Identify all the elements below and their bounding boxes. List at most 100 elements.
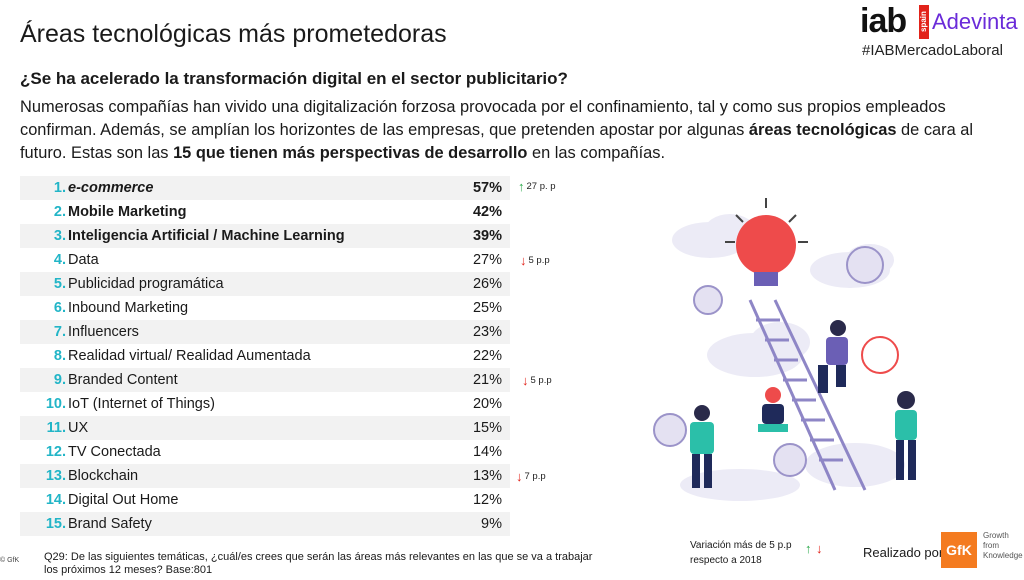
change-indicator: ↓ 5 p.p (520, 253, 550, 268)
rank-number: 7. (53, 324, 66, 340)
table-row: 5. Publicidad programática 26% (20, 272, 510, 296)
iab-logo: iab (860, 2, 907, 40)
change-text: 5 p.p (530, 375, 552, 386)
rank-number: 11. (46, 420, 66, 436)
area-label: Publicidad programática (68, 276, 224, 292)
change-indicator: ↓ 7 p.p (516, 469, 546, 484)
area-label: Influencers (68, 324, 139, 340)
table-row: 10. IoT (Internet of Things) 20% (20, 392, 510, 416)
area-label: Blockchain (68, 468, 139, 484)
table-row: 7. Influencers 23% (20, 320, 510, 344)
table-row: 6. Inbound Marketing 25% (20, 296, 510, 320)
arrow-down-icon: ↓ (516, 469, 523, 484)
realizado-label: Realizado por (863, 545, 944, 560)
percent-value: 27% (472, 252, 502, 268)
intro-text-1: Numerosas compañías han vivido una digit… (20, 98, 946, 139)
percent-value: 20% (472, 396, 502, 412)
percent-value: 15% (472, 420, 502, 436)
rank-number: 8. (53, 348, 66, 364)
arrow-down-icon: ↓ (815, 541, 823, 556)
percent-value: 13% (472, 468, 502, 484)
table-row: 4. Data 27% ↓ 5 p.p (20, 248, 550, 272)
table-row: 11. UX 15% (20, 416, 510, 440)
rank-number: 13. (45, 468, 66, 484)
intro-text-2: de cara al futuro. Estas son las (20, 121, 974, 162)
change-text: 7 p.p (524, 471, 546, 482)
percent-value: 25% (472, 300, 502, 316)
area-label: Branded Content (68, 372, 178, 388)
intro-bold-2: 15 que tienen más perspectivas de desarr… (173, 144, 528, 162)
arrow-up-icon: ↑ (518, 179, 525, 194)
gfk-tagline: Growth from Knowledge (983, 531, 1023, 561)
lightbulb-icon (725, 198, 808, 286)
table-row: 12. TV Conectada 14% (20, 440, 510, 464)
person-climbing-icon (818, 320, 848, 393)
small-bulb-icon (653, 246, 899, 477)
rank-number: 5. (53, 276, 66, 292)
area-label: Realidad virtual/ Realidad Aumentada (68, 348, 311, 364)
intro-text-3: en las compañías. (527, 144, 666, 162)
ranking-table: 1. e-commerce 57% ↑ 27 p. p 2. Mobile Marketin… (20, 176, 556, 536)
rank-number: 14. (45, 492, 66, 508)
arrow-down-icon: ↓ (522, 373, 529, 388)
page-title: Áreas tecnológicas más prometedoras (20, 20, 447, 48)
question-heading: ¿Se ha acelerado la transformación digit… (20, 69, 568, 88)
person-sitting-icon (758, 387, 788, 432)
percent-value: 9% (481, 516, 502, 532)
table-row: 13. Blockchain 13% ↓ 7 p.p (20, 464, 546, 488)
table-row: 1. e-commerce 57% ↑ 27 p. p (20, 176, 556, 200)
percent-value: 23% (472, 324, 502, 340)
intro-paragraph: Numerosas compañías han vivido una digit… (20, 96, 1010, 165)
table-row: 9. Branded Content 21% ↓ 5 p.p (20, 368, 552, 392)
rank-number: 15. (45, 516, 66, 532)
area-label: e-commerce (68, 180, 154, 196)
area-label: Inbound Marketing (68, 300, 189, 316)
legend-arrows: ↑ ↓ (805, 540, 822, 558)
area-label: IoT (Internet of Things) (68, 396, 215, 412)
change-text: 5 p.p (528, 255, 550, 266)
arrow-up-icon: ↑ (805, 541, 812, 556)
legend-line-2: respecto a 2018 (690, 555, 762, 566)
change-indicator: ↑ 27 p. p (518, 179, 556, 194)
rank-number: 1. (53, 180, 66, 196)
arrow-down-icon: ↓ (520, 253, 527, 268)
gfk-logo: GfK (941, 532, 977, 568)
rank-number: 12. (45, 444, 66, 460)
area-label: UX (68, 420, 89, 436)
change-text: 27 p. p (526, 181, 556, 192)
percent-value: 39% (472, 228, 502, 244)
table-row: 3. Inteligencia Artificial / Machine Lear… (20, 224, 510, 248)
area-label: Mobile Marketing (68, 204, 187, 220)
rank-number: 9. (53, 372, 66, 388)
percent-value: 22% (472, 348, 502, 364)
legend-line-1: Variación más de 5 p.p (690, 540, 792, 551)
area-label: TV Conectada (68, 444, 161, 460)
area-label: Digital Out Home (68, 492, 179, 508)
area-label: Brand Safety (68, 516, 152, 532)
change-indicator: ↓ 5 p.p (522, 373, 552, 388)
percent-value: 57% (472, 180, 502, 196)
rank-number: 10. (45, 396, 66, 412)
table-row: 8. Realidad virtual/ Realidad Aumentada 22… (20, 344, 510, 368)
percent-value: 21% (472, 372, 502, 388)
copyright-text: © GfK (0, 557, 20, 564)
adevinta-logo: Adevinta (932, 9, 1018, 34)
gfk-tagline-1: Growth (983, 531, 1009, 540)
area-label: Data (68, 252, 99, 268)
person-woman-icon (895, 391, 917, 480)
ladder-shape (748, 299, 867, 491)
percent-value: 42% (472, 204, 502, 220)
innovation-illustration (653, 198, 917, 501)
gfk-tagline-2: from (983, 541, 999, 550)
table-row: 14. Digital Out Home 12% (20, 488, 510, 512)
table-row: 15. Brand Safety 9% (20, 512, 510, 536)
gfk-tagline-3: Knowledge (983, 551, 1023, 560)
rank-number: 4. (53, 252, 66, 268)
rank-number: 6. (53, 300, 66, 316)
percent-value: 26% (472, 276, 502, 292)
footnote: Q29: De las siguientes temáticas, ¿cuál/… (44, 551, 593, 576)
intro-bold-1: áreas tecnológicas (748, 121, 897, 139)
person-standing-icon (690, 405, 714, 488)
percent-value: 12% (472, 492, 502, 508)
area-label: Inteligencia Artificial / Machine Learni… (68, 228, 345, 244)
